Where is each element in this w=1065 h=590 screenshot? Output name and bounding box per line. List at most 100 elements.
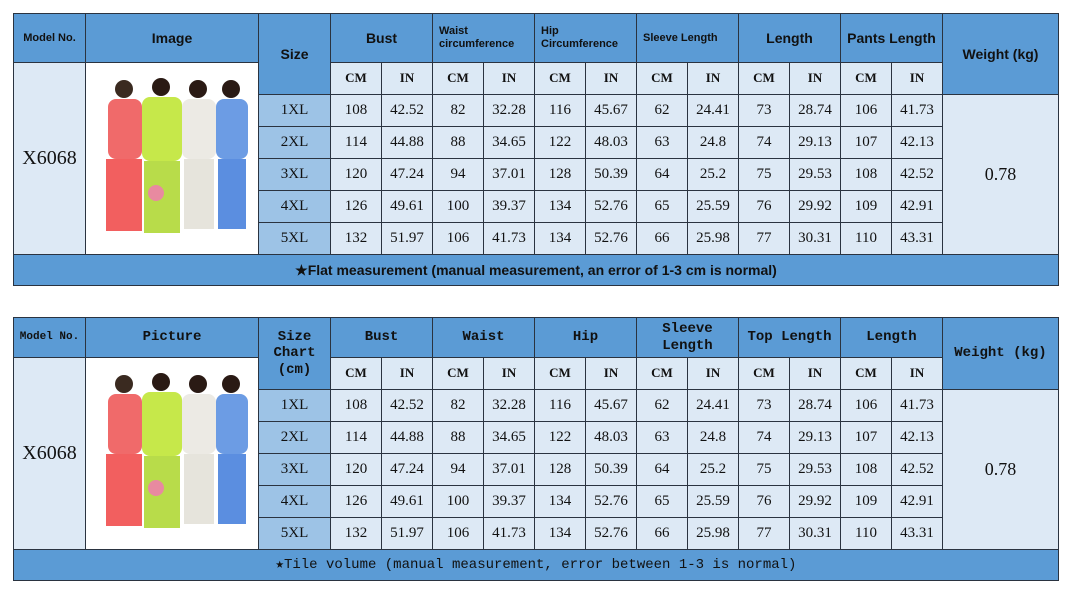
unit-header: IN [585, 357, 637, 390]
measure-cell: 48.03 [585, 126, 637, 159]
measure-cell: 47.24 [381, 453, 433, 486]
measure-cell: 39.37 [483, 190, 535, 223]
size-label: 4XL [258, 190, 331, 223]
unit-header: IN [381, 357, 433, 390]
measure-cell: 48.03 [585, 421, 637, 454]
measure-cell: 42.52 [381, 389, 433, 422]
measure-cell: 47.24 [381, 158, 433, 191]
measure-cell: 106 [432, 222, 484, 255]
measure-cell: 49.61 [381, 485, 433, 518]
size-header: Size Chart (cm) [258, 317, 331, 390]
unit-header: CM [330, 62, 382, 95]
unit-header: CM [840, 357, 892, 390]
unit-header: IN [687, 357, 739, 390]
measure-cell: 108 [330, 94, 382, 127]
measure-cell: 63 [636, 421, 688, 454]
measure-cell: 29.13 [789, 126, 841, 159]
measure-cell: 74 [738, 421, 790, 454]
measure-cell: 24.41 [687, 94, 739, 127]
measure-cell: 29.53 [789, 453, 841, 486]
measure-cell: 116 [534, 94, 586, 127]
measure-cell: 76 [738, 485, 790, 518]
measure-cell: 76 [738, 190, 790, 223]
measure-cell: 34.65 [483, 421, 535, 454]
group-header: Bust [330, 317, 433, 358]
image-header: Image [85, 13, 259, 63]
measure-cell: 134 [534, 222, 586, 255]
measure-cell: 25.98 [687, 222, 739, 255]
measure-cell: 50.39 [585, 453, 637, 486]
measure-cell: 25.2 [687, 158, 739, 191]
measure-cell: 106 [840, 389, 892, 422]
measure-cell: 28.74 [789, 94, 841, 127]
measure-cell: 108 [840, 158, 892, 191]
measure-cell: 100 [432, 485, 484, 518]
measure-cell: 120 [330, 158, 382, 191]
unit-header: CM [534, 357, 586, 390]
measure-cell: 25.2 [687, 453, 739, 486]
measure-cell: 108 [330, 389, 382, 422]
measure-cell: 122 [534, 126, 586, 159]
measure-cell: 44.88 [381, 126, 433, 159]
weight-header: Weight (kg) [942, 13, 1059, 95]
measure-cell: 45.67 [585, 94, 637, 127]
measure-cell: 122 [534, 421, 586, 454]
group-header: Waist [432, 317, 535, 358]
measure-cell: 82 [432, 94, 484, 127]
measure-cell: 24.41 [687, 389, 739, 422]
footer-note: ★Tile volume (manual measurement, error … [13, 549, 1059, 581]
measure-cell: 42.91 [891, 190, 943, 223]
measure-cell: 42.52 [891, 158, 943, 191]
measure-cell: 134 [534, 517, 586, 550]
measure-cell: 41.73 [891, 94, 943, 127]
measure-cell: 51.97 [381, 222, 433, 255]
measure-cell: 114 [330, 126, 382, 159]
measure-cell: 132 [330, 517, 382, 550]
measure-cell: 126 [330, 190, 382, 223]
weight-value: 0.78 [942, 94, 1059, 255]
unit-header: IN [687, 62, 739, 95]
measure-cell: 52.76 [585, 517, 637, 550]
unit-header: CM [432, 62, 484, 95]
group-header: Length [840, 317, 943, 358]
measure-cell: 37.01 [483, 453, 535, 486]
measure-cell: 126 [330, 485, 382, 518]
measure-cell: 106 [840, 94, 892, 127]
measure-cell: 109 [840, 485, 892, 518]
measure-cell: 41.73 [891, 389, 943, 422]
unit-header: IN [789, 62, 841, 95]
group-header: Hip Circumference [534, 13, 637, 63]
size-header: Size [258, 13, 331, 95]
measure-cell: 120 [330, 453, 382, 486]
measure-cell: 88 [432, 421, 484, 454]
measure-cell: 43.31 [891, 517, 943, 550]
unit-header: IN [789, 357, 841, 390]
size-label: 1XL [258, 94, 331, 127]
unit-header: IN [891, 62, 943, 95]
group-header: Top Length [738, 317, 841, 358]
group-header: Waist circumference [432, 13, 535, 63]
measure-cell: 41.73 [483, 517, 535, 550]
measure-cell: 62 [636, 389, 688, 422]
product-image [86, 63, 257, 253]
measure-cell: 42.91 [891, 485, 943, 518]
measure-cell: 64 [636, 158, 688, 191]
measure-cell: 42.13 [891, 421, 943, 454]
measure-cell: 25.98 [687, 517, 739, 550]
measure-cell: 41.73 [483, 222, 535, 255]
image-header: Picture [85, 317, 259, 358]
measure-cell: 29.53 [789, 158, 841, 191]
unit-header: CM [534, 62, 586, 95]
measure-cell: 49.61 [381, 190, 433, 223]
size-label: 1XL [258, 389, 331, 422]
measure-cell: 66 [636, 222, 688, 255]
measure-cell: 43.31 [891, 222, 943, 255]
measure-cell: 134 [534, 190, 586, 223]
unit-header: IN [483, 62, 535, 95]
measure-cell: 62 [636, 94, 688, 127]
measure-cell: 42.52 [891, 453, 943, 486]
unit-header: CM [840, 62, 892, 95]
footer-note: ★Flat measurement (manual measurement, a… [13, 254, 1059, 286]
unit-header: CM [738, 62, 790, 95]
